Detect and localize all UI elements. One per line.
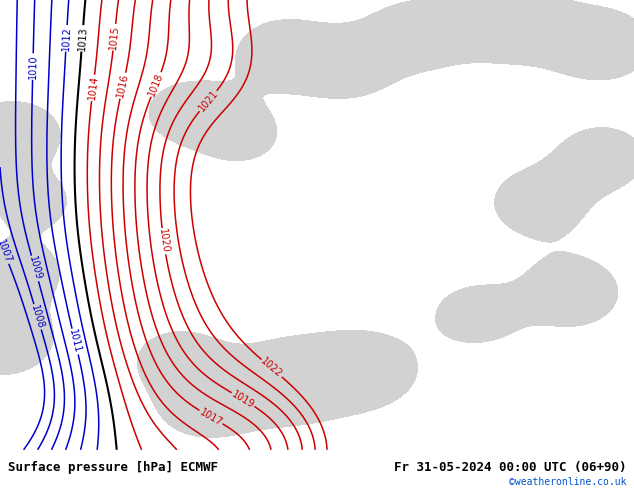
Text: 1008: 1008	[29, 304, 46, 330]
Text: 1016: 1016	[115, 73, 131, 98]
Text: 1013: 1013	[77, 26, 88, 51]
Text: Fr 31-05-2024 00:00 UTC (06+90): Fr 31-05-2024 00:00 UTC (06+90)	[394, 461, 626, 474]
Text: 1020: 1020	[157, 228, 171, 254]
Text: Surface pressure [hPa] ECMWF: Surface pressure [hPa] ECMWF	[8, 461, 217, 474]
Text: 1011: 1011	[67, 328, 83, 355]
Text: 1022: 1022	[259, 356, 285, 380]
Text: 1012: 1012	[61, 26, 72, 51]
Text: 1021: 1021	[197, 88, 220, 114]
Text: 1018: 1018	[147, 72, 165, 98]
Text: 1010: 1010	[28, 54, 38, 79]
Text: ©weatheronline.co.uk: ©weatheronline.co.uk	[509, 477, 626, 487]
Text: 1015: 1015	[108, 24, 120, 50]
Text: 1014: 1014	[87, 75, 100, 100]
Text: 1009: 1009	[27, 255, 43, 282]
Text: 1019: 1019	[230, 389, 256, 410]
Text: 1017: 1017	[198, 407, 224, 428]
Text: 1007: 1007	[0, 238, 13, 265]
